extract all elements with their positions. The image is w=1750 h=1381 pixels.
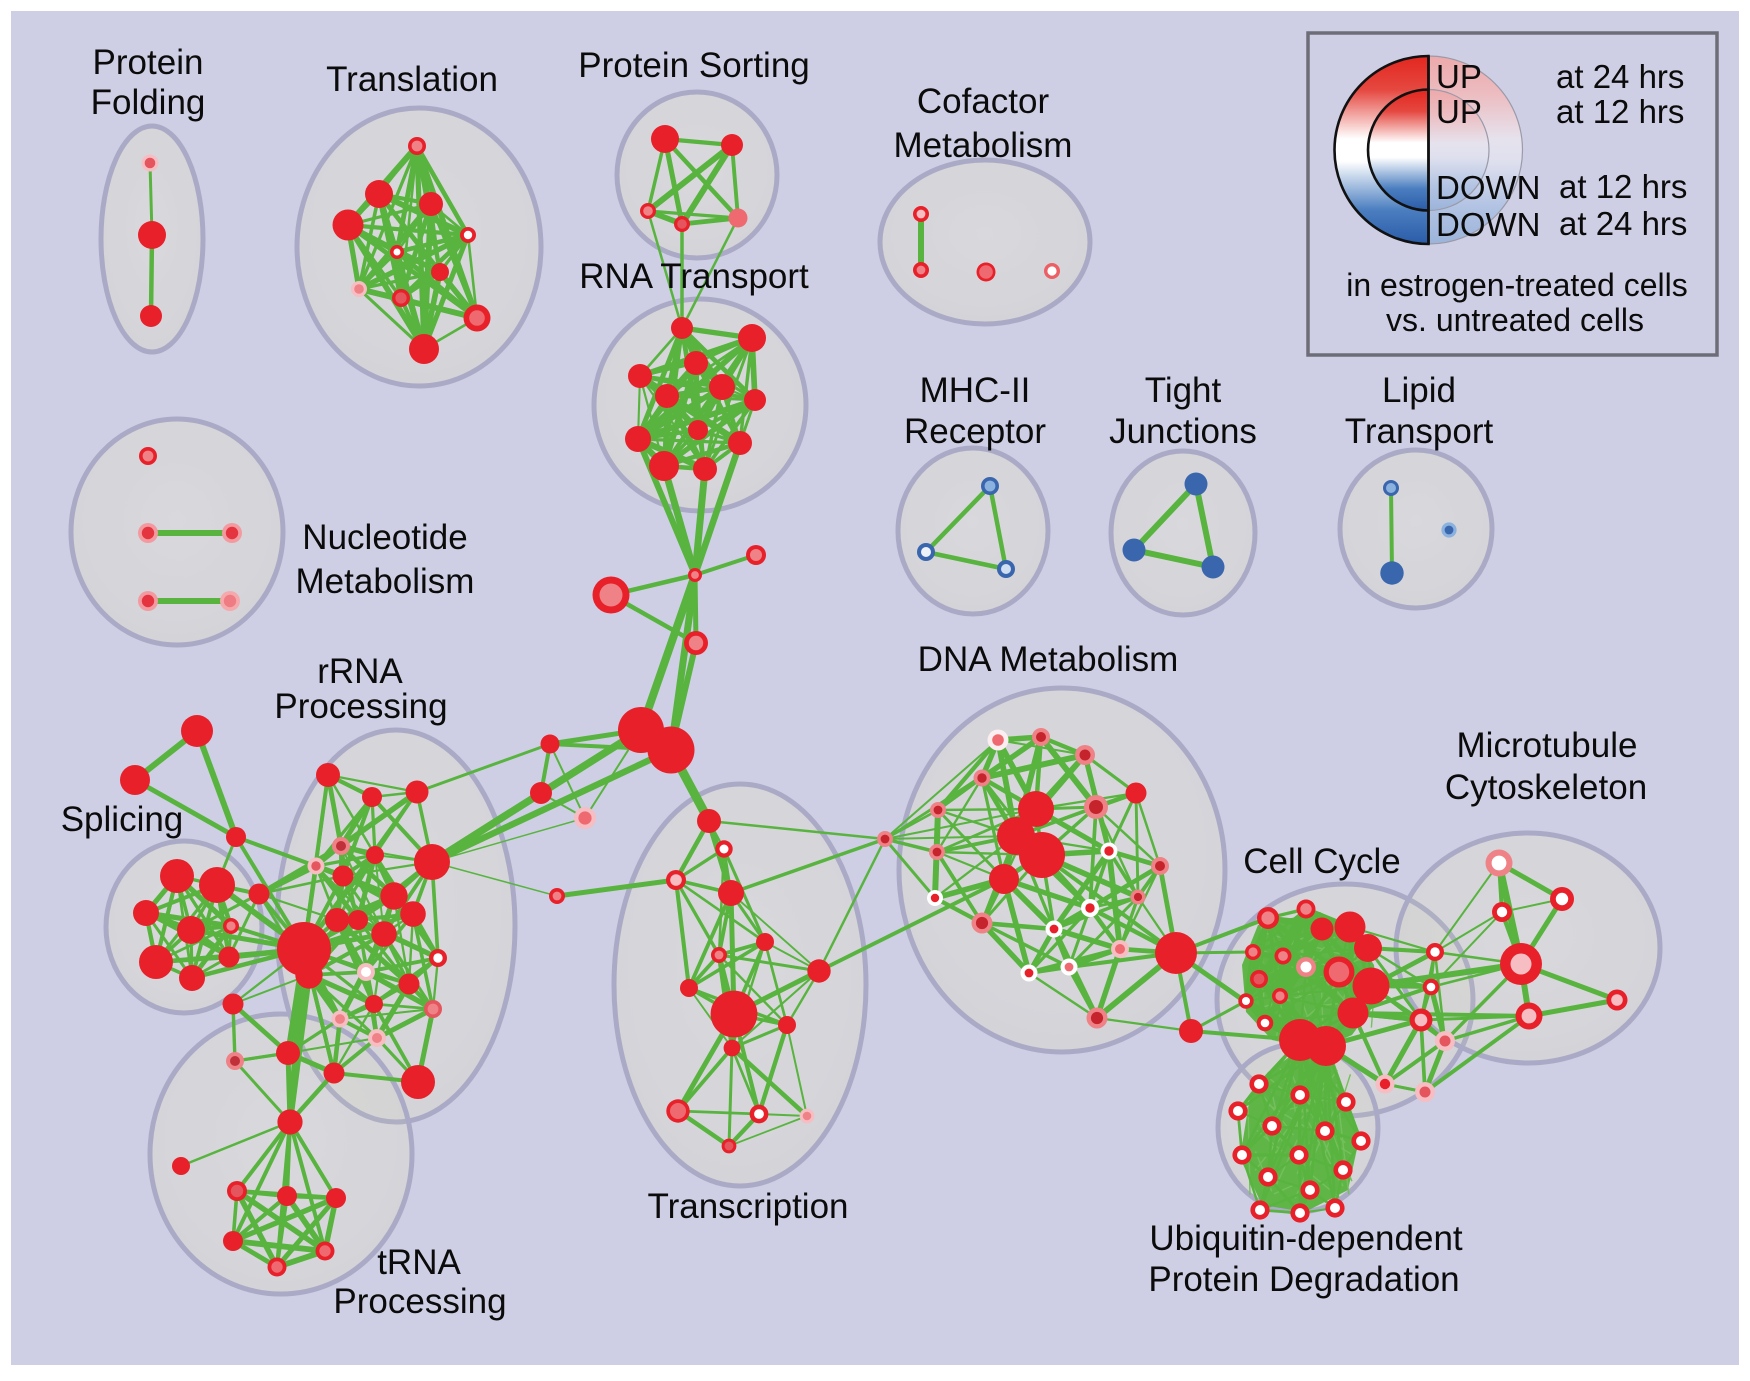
svg-text:DOWN: DOWN <box>1436 206 1540 243</box>
svg-text:tRNA: tRNA <box>377 1243 461 1282</box>
svg-text:Processing: Processing <box>274 687 447 726</box>
svg-text:Lipid: Lipid <box>1382 371 1456 410</box>
svg-text:Ubiquitin-dependent: Ubiquitin-dependent <box>1149 1219 1463 1258</box>
svg-text:MHC-II: MHC-II <box>920 371 1031 410</box>
svg-text:Cytoskeleton: Cytoskeleton <box>1445 768 1647 807</box>
svg-text:Processing: Processing <box>333 1282 506 1321</box>
svg-text:at 24 hrs: at 24 hrs <box>1559 205 1687 242</box>
svg-text:at 12 hrs: at 12 hrs <box>1559 168 1687 205</box>
svg-text:RNA Transport: RNA Transport <box>579 257 809 296</box>
svg-text:vs. untreated cells: vs. untreated cells <box>1386 302 1644 338</box>
svg-text:Metabolism: Metabolism <box>894 126 1073 165</box>
svg-text:Protein: Protein <box>93 43 204 82</box>
svg-text:at 24 hrs: at 24 hrs <box>1556 58 1684 95</box>
svg-text:Transport: Transport <box>1345 412 1494 451</box>
svg-text:Folding: Folding <box>91 83 206 122</box>
svg-text:UP: UP <box>1436 93 1482 130</box>
svg-text:in estrogen-treated cells: in estrogen-treated cells <box>1346 267 1688 303</box>
svg-text:DOWN: DOWN <box>1436 169 1540 206</box>
svg-text:UP: UP <box>1436 58 1482 95</box>
svg-text:Protein Degradation: Protein Degradation <box>1148 1260 1459 1299</box>
svg-text:Splicing: Splicing <box>61 800 184 839</box>
svg-text:Microtubule: Microtubule <box>1457 726 1638 765</box>
svg-text:Receptor: Receptor <box>904 412 1046 451</box>
svg-text:at 12 hrs: at 12 hrs <box>1556 93 1684 130</box>
svg-text:Cofactor: Cofactor <box>917 82 1050 121</box>
svg-text:Tight: Tight <box>1145 371 1222 410</box>
svg-text:Nucleotide: Nucleotide <box>302 518 467 557</box>
svg-text:rRNA: rRNA <box>317 652 403 691</box>
svg-text:Protein Sorting: Protein Sorting <box>578 46 810 85</box>
svg-text:Cell Cycle: Cell Cycle <box>1243 842 1401 881</box>
svg-text:Metabolism: Metabolism <box>296 562 475 601</box>
svg-text:Translation: Translation <box>326 60 498 99</box>
svg-text:Transcription: Transcription <box>648 1187 849 1226</box>
svg-text:DNA Metabolism: DNA Metabolism <box>918 640 1179 679</box>
svg-text:Junctions: Junctions <box>1109 412 1257 451</box>
